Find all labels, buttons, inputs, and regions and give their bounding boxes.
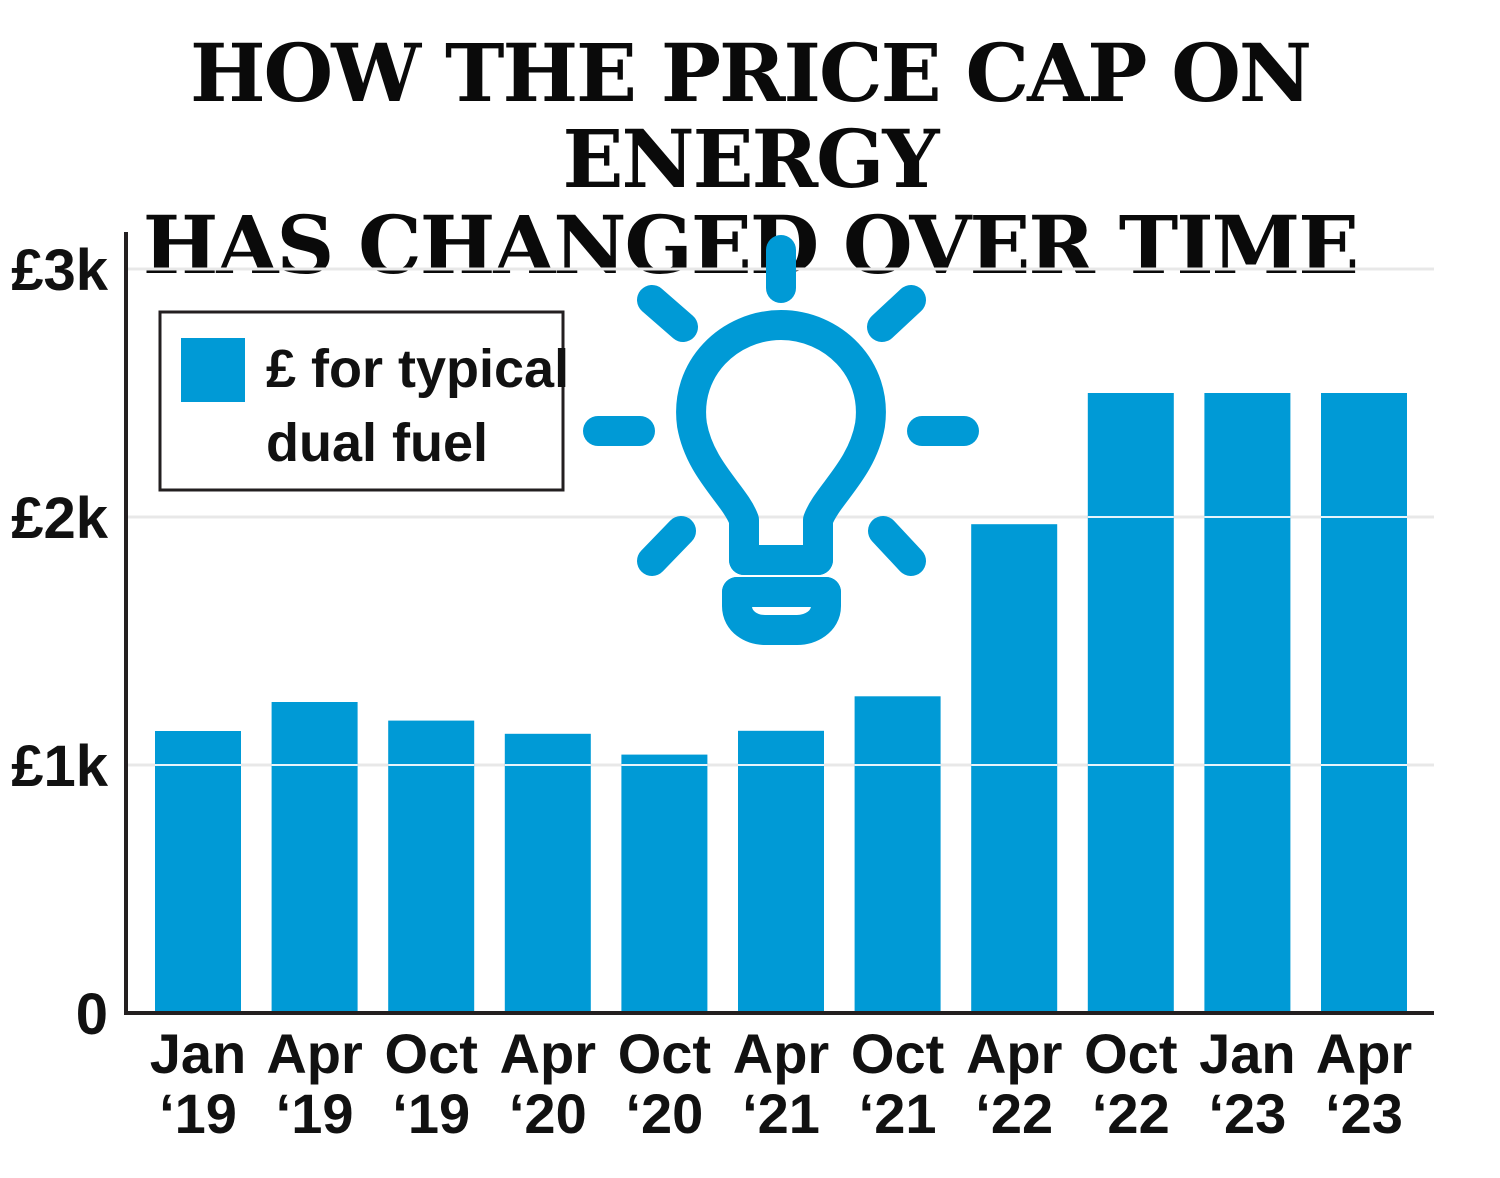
x-tick-label: Oct	[385, 1022, 478, 1085]
x-tick-label: Oct	[1084, 1022, 1177, 1085]
bar	[854, 696, 941, 1013]
bar	[738, 730, 824, 1013]
x-tick-label: Jan	[1199, 1022, 1296, 1085]
legend: £ for typical dual fuel	[158, 310, 569, 492]
bar	[388, 720, 475, 1013]
bar	[504, 733, 591, 1013]
bars	[155, 393, 1407, 1013]
bar	[1087, 393, 1174, 1013]
x-tick-label: ‘22	[1092, 1082, 1170, 1145]
bar	[621, 754, 708, 1013]
x-tick-label: Apr	[266, 1022, 362, 1085]
legend-swatch	[181, 338, 245, 402]
legend-label-line-1: £ for typical	[266, 339, 569, 399]
x-tick-label: ‘19	[276, 1082, 354, 1145]
x-tick-label: Oct	[618, 1022, 711, 1085]
chart-title: HOW THE PRICE CAP ON ENERGY HAS CHANGED …	[0, 30, 1500, 288]
chart-title-line-2: HAS CHANGED OVER TIME	[142, 198, 1359, 292]
x-tick-label: ‘22	[975, 1082, 1053, 1145]
y-tick-label: £3k	[11, 238, 109, 303]
y-tick-labels: 0 £1k £2k £3k	[11, 238, 109, 1047]
x-tick-label: ‘20	[625, 1082, 703, 1145]
x-tick-label: ‘21	[742, 1082, 820, 1145]
x-tick-labels: Jan‘19Apr‘19Oct‘19Apr‘20Oct‘20Apr‘21Oct‘…	[150, 1022, 1412, 1145]
x-tick-label: ‘19	[159, 1082, 237, 1145]
x-tick-label: ‘19	[392, 1082, 470, 1145]
x-tick-label: Apr	[733, 1022, 829, 1085]
bar-grid-overlay	[155, 516, 1407, 766]
x-tick-label: ‘20	[509, 1082, 587, 1145]
chart-title-line-1: HOW THE PRICE CAP ON ENERGY	[189, 26, 1312, 206]
x-tick-label: Apr	[1316, 1022, 1412, 1085]
x-tick-label: ‘23	[1208, 1082, 1286, 1145]
bar	[971, 524, 1058, 1013]
y-tick-label: 0	[76, 982, 108, 1047]
y-tick-label: £2k	[11, 486, 109, 551]
axes	[124, 232, 1434, 1015]
x-tick-label: ‘21	[859, 1082, 937, 1145]
x-tick-label: Apr	[966, 1022, 1062, 1085]
bar	[1321, 393, 1407, 1013]
bar	[1204, 393, 1291, 1013]
x-tick-label: Oct	[851, 1022, 944, 1085]
legend-label-line-2: dual fuel	[266, 413, 488, 473]
x-tick-label: Apr	[500, 1022, 596, 1085]
x-tick-label: ‘23	[1325, 1082, 1403, 1145]
x-tick-label: Jan	[150, 1022, 247, 1085]
y-tick-label: £1k	[11, 734, 109, 799]
lightbulb-icon	[583, 235, 979, 645]
bar	[271, 702, 358, 1013]
bar	[155, 731, 241, 1013]
